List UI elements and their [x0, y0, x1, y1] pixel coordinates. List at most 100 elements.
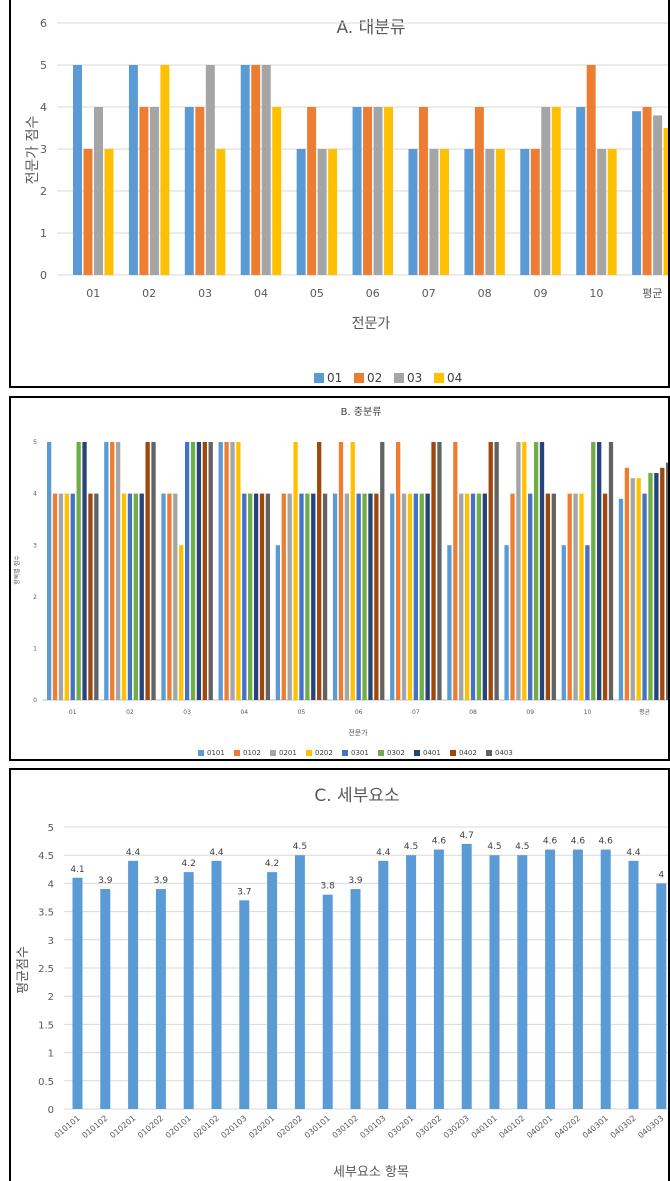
x-tick-label: 06: [366, 287, 380, 300]
x-tick-label: 040303: [636, 1114, 665, 1141]
bar-09-0301: [528, 493, 533, 700]
data-label-010102: 3.9: [98, 876, 113, 886]
bar-030102: [350, 889, 361, 1109]
bar-평균-0101: [618, 498, 624, 700]
bar-01-01: [73, 65, 82, 275]
legend-swatch-0201: [270, 750, 276, 756]
bar-03-0402: [202, 442, 207, 700]
y-tick-label: 1: [40, 227, 47, 240]
bar-04-04: [272, 107, 282, 275]
bar-08-01: [464, 149, 474, 275]
bar-08-0201: [459, 493, 464, 700]
bar-01-02: [83, 149, 93, 275]
bar-10-0102: [567, 493, 572, 700]
bar-06-03: [373, 107, 383, 275]
bar-07-0102: [395, 442, 401, 700]
chart-c-y-axis-label: 평균점수: [16, 946, 31, 994]
bar-05-0202: [293, 442, 298, 700]
legend-label-02: 02: [367, 371, 382, 385]
x-tick-label: 020102: [192, 1114, 221, 1141]
bar-10-04: [607, 149, 617, 275]
legend-label-0401: 0401: [423, 749, 441, 757]
bar-08-03: [485, 149, 495, 275]
legend-swatch-04: [434, 373, 444, 383]
y-tick-label: 0.5: [38, 1077, 54, 1088]
bar-06-02: [363, 107, 373, 275]
data-label-040301: 4.6: [599, 837, 614, 847]
bar-10-01: [576, 107, 586, 275]
bar-030203: [461, 843, 472, 1109]
bar-08-0301: [470, 493, 476, 700]
legend-label-0403: 0403: [495, 749, 513, 757]
bar-05-03: [317, 149, 327, 275]
x-tick-label: 09: [526, 709, 534, 716]
bar-020101: [183, 872, 194, 1109]
y-tick-label: 4: [48, 879, 54, 890]
x-tick-label: 030203: [442, 1114, 471, 1141]
x-tick-label: 05: [298, 709, 306, 716]
x-tick-label: 04: [254, 287, 268, 300]
bar-01-0102: [52, 493, 58, 700]
chart-c-title: C. 세부요소: [314, 786, 399, 806]
bar-09-02: [530, 149, 540, 275]
bar-03-0101: [161, 493, 166, 700]
bar-01-0401: [82, 442, 87, 700]
legend-swatch-0403: [486, 750, 492, 756]
bar-05-0101: [275, 545, 281, 700]
bar-040202: [572, 849, 583, 1109]
bar-03-0201: [173, 493, 178, 700]
bar-평균-01: [632, 111, 642, 275]
bar-03-0302: [190, 442, 196, 700]
legend-swatch-0301: [342, 750, 348, 756]
bar-평균-0102: [624, 467, 630, 700]
y-tick-label: 3: [40, 143, 47, 156]
x-tick-label: 07: [422, 287, 436, 300]
bar-06-0403: [380, 442, 385, 700]
x-tick-label: 10: [589, 287, 603, 300]
bar-07-0403: [437, 442, 442, 700]
bar-02-04: [160, 65, 170, 275]
legend-label-04: 04: [447, 371, 462, 385]
y-tick-label: 4.5: [38, 851, 54, 862]
data-label-030201: 4.5: [404, 842, 418, 852]
bar-07-03: [429, 149, 439, 275]
chart-a-y-ticks: 0 1 2 3 4 5 6: [40, 17, 47, 282]
bar-08-0202: [464, 493, 470, 700]
bar-07-0402: [431, 442, 436, 700]
bar-07-0302: [419, 493, 424, 700]
bar-040302: [628, 860, 639, 1109]
bar-040201: [545, 849, 556, 1109]
x-tick-label: 평균: [639, 708, 651, 716]
bar-02-0102: [110, 442, 115, 700]
x-tick-label: 030202: [414, 1114, 443, 1141]
chart-b-y-axis-label: 항목별 점수: [13, 555, 21, 585]
bar-10-0401: [597, 442, 602, 700]
bar-04-02: [251, 65, 261, 275]
bar-09-0302: [533, 442, 539, 700]
chart-b-legend: 0101 0102 0201 0202 0301 0302 0401 0402 0403: [198, 749, 513, 757]
chart-a-y-axis-label: 전문가 점수: [25, 115, 41, 184]
chart-a-x-axis-label: 전문가: [352, 316, 391, 332]
chart-b-title: B. 중분류: [341, 406, 382, 418]
x-tick-label: 010101: [53, 1114, 82, 1141]
bar-08-0302: [476, 493, 482, 700]
bar-09-0101: [504, 545, 509, 700]
bar-07-02: [418, 107, 428, 275]
bar-05-0403: [322, 493, 328, 700]
x-tick-label: 05: [310, 287, 324, 300]
bar-06-04: [384, 107, 394, 275]
bar-04-0403: [265, 493, 271, 700]
x-tick-label: 06: [355, 709, 363, 716]
bar-07-0201: [401, 493, 407, 700]
bar-040301: [600, 849, 611, 1109]
data-label-030101: 3.8: [321, 882, 336, 892]
bar-010102: [100, 889, 111, 1109]
bar-06-0301: [356, 493, 361, 700]
bar-09-04: [551, 107, 561, 275]
legend-label-01: 01: [327, 371, 342, 385]
y-tick-label: 2: [40, 185, 47, 198]
bar-06-0202: [350, 442, 355, 700]
legend-label-0302: 0302: [387, 749, 405, 757]
bar-040101: [489, 855, 500, 1109]
